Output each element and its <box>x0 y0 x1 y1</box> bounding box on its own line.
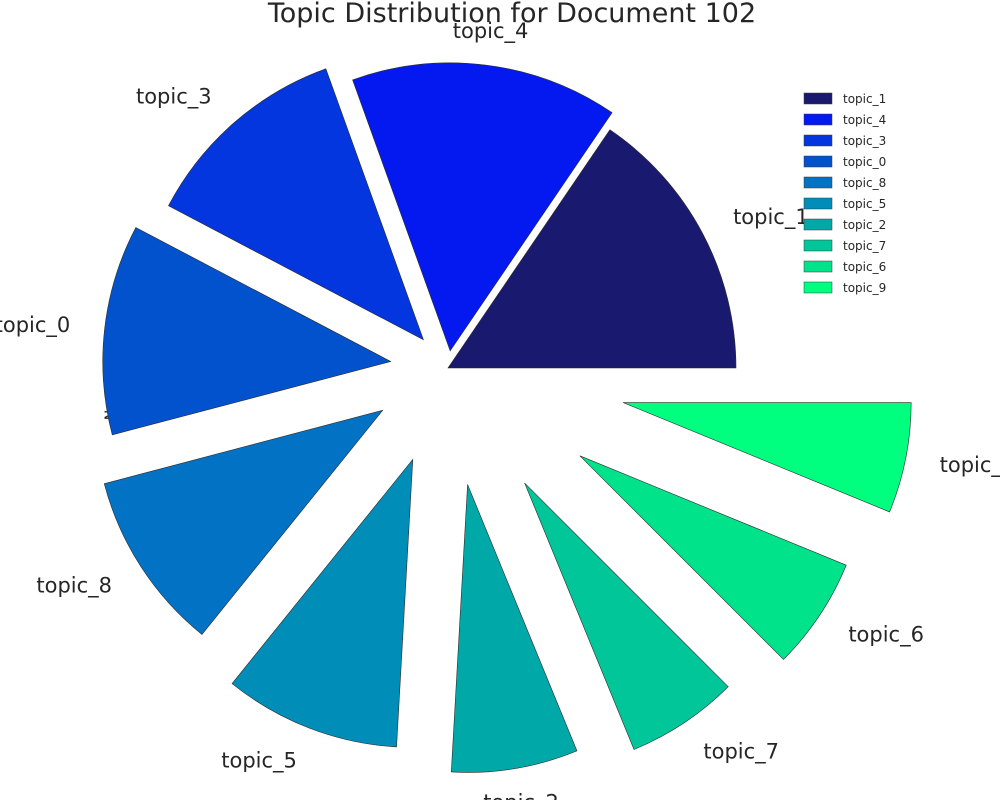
legend-swatch-topic-0 <box>803 155 833 168</box>
legend-label-topic-0: topic_0 <box>843 155 886 169</box>
legend-label-topic-7: topic_7 <box>843 239 886 253</box>
legend-label-topic-6: topic_6 <box>843 260 886 274</box>
legend-swatch-topic-1 <box>803 92 833 105</box>
slice-label-topic-9: topic_9 <box>940 453 1000 478</box>
slice-label-topic-1: topic_1 <box>733 205 809 230</box>
slice-label-topic-4: topic_4 <box>453 19 529 44</box>
slice-label-topic-7: topic_7 <box>703 740 779 765</box>
chart-title: Topic Distribution for Document 102 <box>267 0 756 29</box>
pie-slice-topic-2 <box>450 484 578 773</box>
legend-swatch-topic-2 <box>803 218 833 231</box>
legend-swatch-topic-9 <box>803 281 833 294</box>
legend-label-topic-2: topic_2 <box>843 218 886 232</box>
slice-label-topic-5: topic_5 <box>221 748 297 773</box>
legend-swatch-topic-7 <box>803 239 833 252</box>
slice-label-topic-0: topic_0 <box>0 313 70 338</box>
legend-swatch-topic-8 <box>803 176 833 189</box>
legend-label-topic-4: topic_4 <box>843 113 886 127</box>
legend-swatch-topic-3 <box>803 134 833 147</box>
slice-label-topic-2: topic_2 <box>483 791 559 800</box>
legend-label-topic-5: topic_5 <box>843 197 886 211</box>
legend-label-topic-3: topic_3 <box>843 134 886 148</box>
pie-slice-topic-8 <box>103 409 384 635</box>
legend-label-topic-9: topic_9 <box>843 281 886 295</box>
slice-label-topic-3: topic_3 <box>136 84 212 109</box>
legend-swatch-topic-4 <box>803 113 833 126</box>
pie-slice-topic-7 <box>524 482 729 750</box>
legend-label-topic-8: topic_8 <box>843 176 886 190</box>
pie-slice-topic-0 <box>102 227 392 436</box>
pie-slice-topic-6 <box>579 455 847 660</box>
slice-label-topic-8: topic_8 <box>36 574 112 599</box>
pie-slice-topic-1 <box>447 129 737 369</box>
pie-slice-topic-9 <box>623 402 912 513</box>
pie-slice-topic-4 <box>352 62 613 352</box>
legend-label-topic-1: topic_1 <box>843 92 886 106</box>
slice-label-topic-6: topic_6 <box>848 623 924 648</box>
legend-swatch-topic-5 <box>803 197 833 210</box>
slice-labels: topic_1topic_4topic_3topic_0topic_8topic… <box>0 19 1000 800</box>
pie-slice-topic-3 <box>168 68 424 341</box>
pie-slices <box>102 62 912 773</box>
pie-slice-topic-5 <box>231 458 414 748</box>
legend: topic_1 topic_4 topic_3 topic_0 topic_8topic… <box>803 92 886 295</box>
legend-swatch-topic-6 <box>803 260 833 273</box>
